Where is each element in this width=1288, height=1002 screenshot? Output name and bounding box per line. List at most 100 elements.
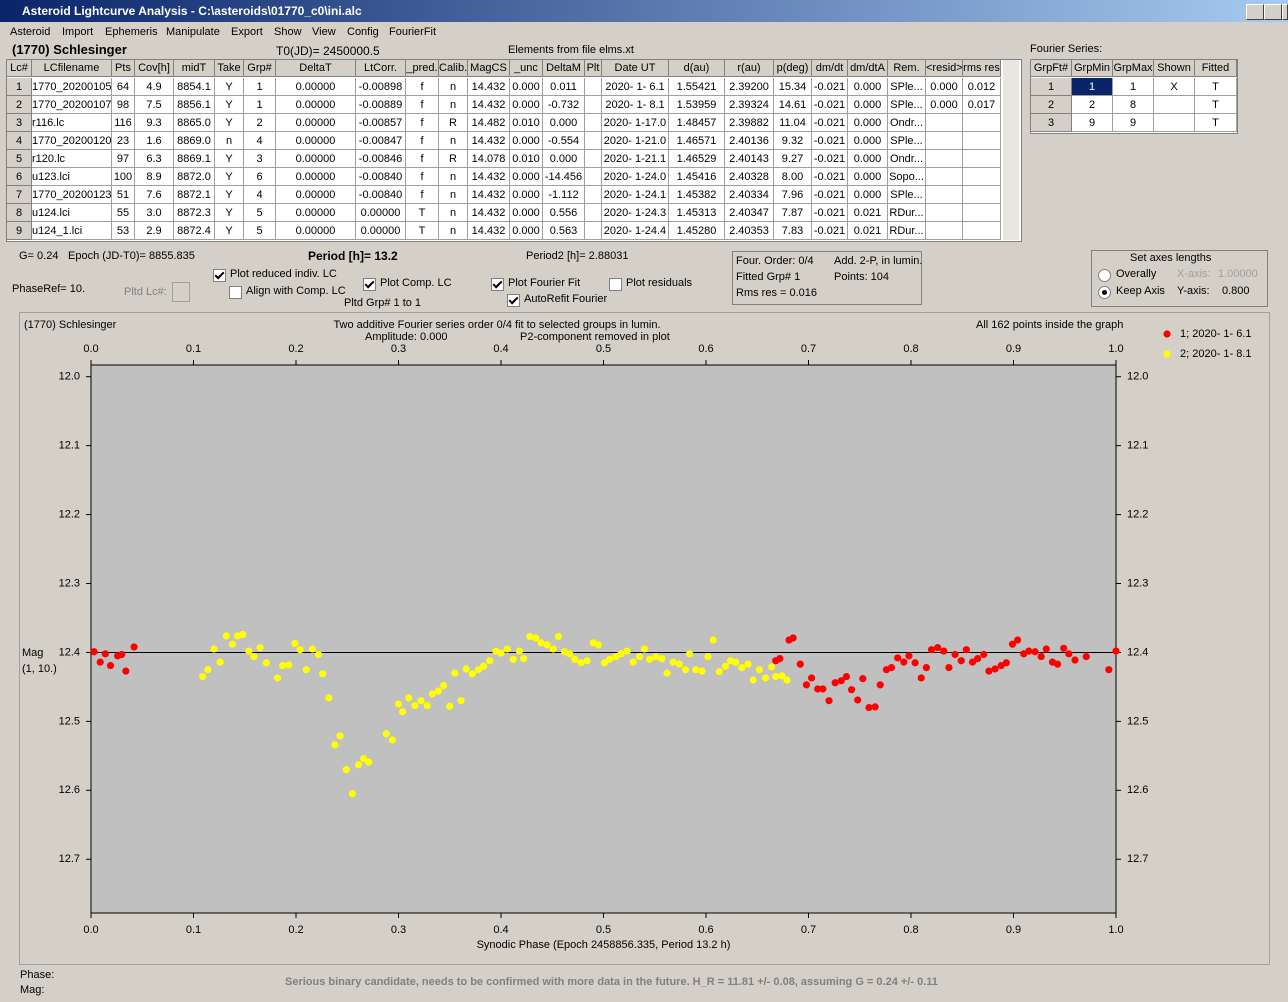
table-cell[interactable]: -0.021 bbox=[812, 186, 848, 204]
table-cell[interactable]: 5 bbox=[244, 222, 276, 240]
table-cell[interactable]: 6 bbox=[7, 168, 32, 186]
checkbox[interactable] bbox=[213, 269, 226, 282]
checkbox[interactable] bbox=[363, 278, 376, 291]
table-cell[interactable]: 7.96 bbox=[774, 186, 812, 204]
table-cell[interactable]: 23 bbox=[112, 132, 135, 150]
table-cell[interactable]: 8.00 bbox=[774, 168, 812, 186]
table-cell[interactable]: 1.55421 bbox=[669, 78, 725, 96]
table-cell[interactable]: Y bbox=[215, 114, 244, 132]
table-cell[interactable]: 7.87 bbox=[774, 204, 812, 222]
table-cell[interactable] bbox=[963, 186, 1001, 204]
table-cell[interactable]: 0.011 bbox=[543, 78, 585, 96]
table-cell[interactable]: r116.lc bbox=[32, 114, 112, 132]
table-cell[interactable] bbox=[585, 96, 602, 114]
table-cell[interactable]: 0.000 bbox=[510, 132, 543, 150]
table-cell[interactable]: 9.3 bbox=[135, 114, 174, 132]
table-cell[interactable]: T bbox=[406, 204, 439, 222]
table-cell[interactable]: -1.112 bbox=[543, 186, 585, 204]
table-cell[interactable]: 0.017 bbox=[963, 96, 1001, 114]
table-cell[interactable] bbox=[585, 132, 602, 150]
table-cell[interactable]: 1.53959 bbox=[669, 96, 725, 114]
table-cell[interactable]: 2020- 1- 6.1 bbox=[602, 78, 669, 96]
table-cell[interactable] bbox=[963, 204, 1001, 222]
table-cell[interactable]: 2.39882 bbox=[725, 114, 774, 132]
table-cell[interactable] bbox=[963, 168, 1001, 186]
table-cell[interactable]: n bbox=[439, 222, 468, 240]
table-cell[interactable]: 2.40328 bbox=[725, 168, 774, 186]
table-cell[interactable]: 1770_20200123 bbox=[32, 186, 112, 204]
table-cell[interactable]: 8 bbox=[7, 204, 32, 222]
table-cell[interactable]: -0.021 bbox=[812, 222, 848, 240]
table-cell[interactable]: 2020- 1-21.1 bbox=[602, 150, 669, 168]
menu-item[interactable]: Asteroid bbox=[10, 26, 51, 38]
table-cell[interactable]: 8872.1 bbox=[174, 186, 215, 204]
table-cell[interactable]: 8872.0 bbox=[174, 168, 215, 186]
table-cell[interactable]: -0.021 bbox=[812, 78, 848, 96]
table-cell[interactable]: SPle... bbox=[888, 132, 926, 150]
table-cell[interactable]: 1770_20200120 bbox=[32, 132, 112, 150]
table-cell[interactable] bbox=[585, 150, 602, 168]
table-cell[interactable] bbox=[963, 222, 1001, 240]
table-cell[interactable]: 7 bbox=[7, 186, 32, 204]
table-cell[interactable] bbox=[926, 168, 963, 186]
table-cell[interactable]: 2020- 1-24.3 bbox=[602, 204, 669, 222]
table-cell[interactable]: 0.563 bbox=[543, 222, 585, 240]
table-cell[interactable] bbox=[926, 114, 963, 132]
table-cell[interactable]: -0.021 bbox=[812, 150, 848, 168]
table-cell[interactable]: 0.00000 bbox=[356, 204, 406, 222]
table-cell[interactable]: 15.34 bbox=[774, 78, 812, 96]
table-cell[interactable]: SPle... bbox=[888, 96, 926, 114]
table-cell[interactable] bbox=[585, 78, 602, 96]
table-cell[interactable]: 0.000 bbox=[926, 78, 963, 96]
table-cell[interactable]: Y bbox=[215, 78, 244, 96]
table-cell[interactable] bbox=[926, 132, 963, 150]
table-cell[interactable]: 3 bbox=[7, 114, 32, 132]
menu-item[interactable]: Show bbox=[274, 26, 302, 38]
maximize[interactable] bbox=[1264, 4, 1282, 20]
table-cell[interactable]: 0.021 bbox=[848, 204, 888, 222]
table-cell[interactable]: 4 bbox=[7, 132, 32, 150]
table-cell[interactable]: 0.00000 bbox=[276, 96, 356, 114]
table-cell[interactable]: Y bbox=[215, 150, 244, 168]
table-cell[interactable]: -0.00840 bbox=[356, 186, 406, 204]
table-cell[interactable]: R bbox=[439, 150, 468, 168]
table-cell[interactable]: SPle... bbox=[888, 186, 926, 204]
table-cell[interactable]: 5 bbox=[244, 204, 276, 222]
table-cell[interactable]: Ondr... bbox=[888, 150, 926, 168]
table-cell[interactable]: 14.482 bbox=[468, 114, 510, 132]
table-cell[interactable]: Y bbox=[215, 96, 244, 114]
table-cell[interactable]: -0.00857 bbox=[356, 114, 406, 132]
table-cell[interactable]: T bbox=[1195, 78, 1237, 96]
table-cell[interactable]: 8865.0 bbox=[174, 114, 215, 132]
menu-item[interactable]: View bbox=[312, 26, 336, 38]
table-cell[interactable]: -0.00889 bbox=[356, 96, 406, 114]
table-cell[interactable]: 9.27 bbox=[774, 150, 812, 168]
table-cell[interactable] bbox=[585, 222, 602, 240]
menu-item[interactable]: Ephemeris bbox=[105, 26, 158, 38]
table-cell[interactable]: 0.000 bbox=[848, 96, 888, 114]
table-cell[interactable]: 1770_20200105 bbox=[32, 78, 112, 96]
table-cell[interactable]: 4 bbox=[244, 132, 276, 150]
table-cell[interactable]: f bbox=[406, 114, 439, 132]
table-cell[interactable]: 7.6 bbox=[135, 186, 174, 204]
table-cell[interactable]: 2.39324 bbox=[725, 96, 774, 114]
table-cell[interactable]: X bbox=[1154, 78, 1195, 96]
table-cell[interactable]: 2020- 1- 8.1 bbox=[602, 96, 669, 114]
table-cell[interactable]: 0.00000 bbox=[276, 168, 356, 186]
table-cell[interactable]: T bbox=[1195, 96, 1237, 114]
table-cell[interactable]: 8872.4 bbox=[174, 222, 215, 240]
table-cell[interactable]: 0.021 bbox=[848, 222, 888, 240]
table-cell[interactable]: 0.00000 bbox=[276, 186, 356, 204]
radio[interactable] bbox=[1098, 269, 1111, 282]
table-cell[interactable]: 9 bbox=[1072, 114, 1113, 132]
table-cell[interactable]: T bbox=[1195, 114, 1237, 132]
table-cell[interactable]: n bbox=[439, 186, 468, 204]
table-cell[interactable]: 3 bbox=[1031, 114, 1072, 132]
table-cell[interactable]: RDur... bbox=[888, 222, 926, 240]
table-cell[interactable]: 97 bbox=[112, 150, 135, 168]
table-cell[interactable]: 0.000 bbox=[510, 96, 543, 114]
table-cell[interactable]: -0.021 bbox=[812, 114, 848, 132]
table-cell[interactable] bbox=[963, 132, 1001, 150]
table-cell[interactable]: 100 bbox=[112, 168, 135, 186]
table-cell[interactable]: 64 bbox=[112, 78, 135, 96]
